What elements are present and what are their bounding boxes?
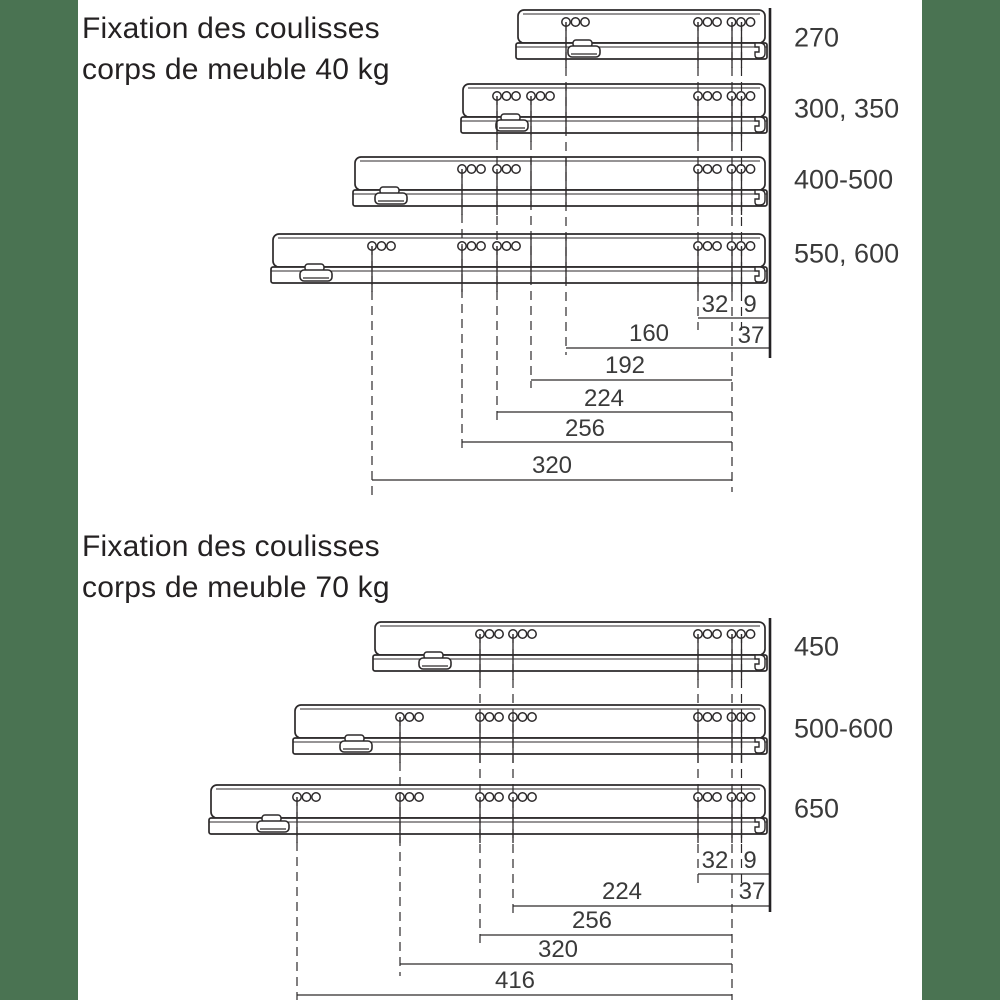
dim-label-320: 320 <box>537 936 579 963</box>
rail-400-500 <box>352 156 768 215</box>
rail-length-label-650: 650 <box>794 793 840 824</box>
dim-label-32: 32 <box>701 847 729 874</box>
title-line-1: Fixation des coulisses <box>82 12 380 45</box>
title-line-2: corps de meuble 70 kg <box>82 571 390 604</box>
section-title-40kg: Fixation des coulisses corps de meuble 4… <box>82 8 390 90</box>
dimension-lines-40kg <box>372 8 772 481</box>
dim-label-192: 192 <box>604 352 646 379</box>
section-title-70kg: Fixation des coulisses corps de meuble 7… <box>82 526 390 608</box>
dim-label-320: 320 <box>531 452 573 479</box>
rail-650 <box>208 784 768 843</box>
rail-550-600 <box>270 233 768 292</box>
dim-label-37: 37 <box>737 322 765 349</box>
dim-label-224: 224 <box>601 878 643 905</box>
title-line-1: Fixation des coulisses <box>82 530 380 563</box>
rail-length-label-270: 270 <box>794 22 840 53</box>
dim-label-160: 160 <box>628 320 670 347</box>
dim-label-37: 37 <box>738 878 766 905</box>
rail-270 <box>515 9 768 68</box>
projection-lines-40kg <box>371 22 743 495</box>
projection-lines-70kg <box>296 634 743 1000</box>
rail-300-350 <box>460 83 768 142</box>
rail-450 <box>372 621 768 680</box>
title-line-2: corps de meuble 40 kg <box>82 53 390 86</box>
rail-length-label-500-600: 500-600 <box>794 713 894 744</box>
dim-label-9: 9 <box>743 847 757 874</box>
right-margin-stripe <box>922 0 1000 1000</box>
rail-500-600 <box>292 704 768 763</box>
dim-label-224: 224 <box>583 385 625 412</box>
rail-length-label-450: 450 <box>794 631 840 662</box>
dim-label-32: 32 <box>701 291 729 318</box>
dim-label-256: 256 <box>571 907 613 934</box>
rail-length-label-300-350: 300, 350 <box>794 93 900 124</box>
dim-label-416: 416 <box>494 967 536 994</box>
left-margin-stripe <box>0 0 78 1000</box>
dim-label-256: 256 <box>564 415 606 442</box>
dim-label-9: 9 <box>743 291 757 318</box>
rail-length-label-400-500: 400-500 <box>794 164 894 195</box>
rail-length-label-550-600: 550, 600 <box>794 238 900 269</box>
dimension-lines-70kg <box>297 618 772 996</box>
